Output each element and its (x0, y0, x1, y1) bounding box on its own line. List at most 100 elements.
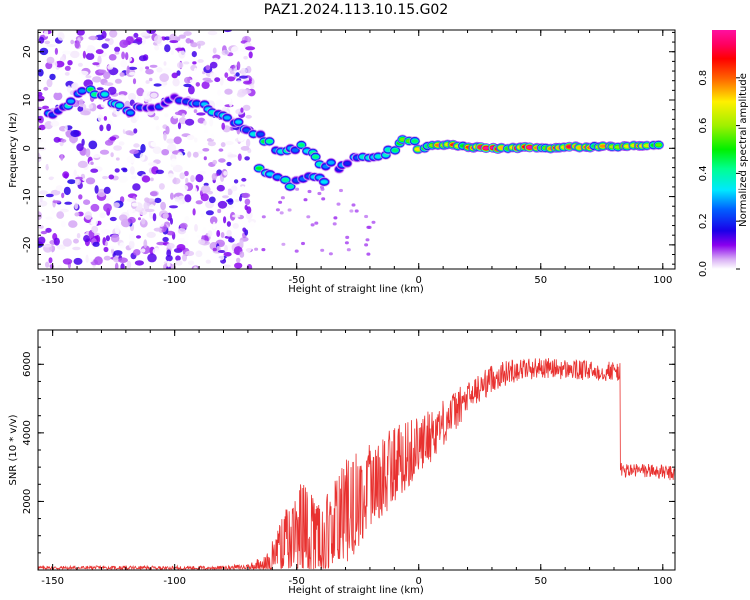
noise-blob (172, 78, 180, 87)
noise-blob (105, 197, 110, 202)
noise-blob (143, 239, 148, 249)
x-tick-label: 100 (653, 275, 672, 286)
noise-blob (178, 49, 186, 59)
noise-blob (185, 38, 192, 44)
noise-blob (91, 225, 99, 234)
noise-blob (240, 185, 245, 193)
noise-blob (70, 50, 80, 59)
noise-blob (243, 80, 252, 85)
noise-blob (57, 31, 65, 41)
noise-blob (280, 196, 285, 200)
noise-blob (178, 200, 183, 205)
noise-blob (154, 197, 162, 204)
noise-blob (239, 195, 242, 202)
noise-blob (183, 31, 192, 36)
noise-blob (254, 247, 259, 251)
colorbar-gradient (712, 30, 736, 269)
spectral-ridge-blob (526, 145, 533, 149)
x-tick-label: -150 (41, 576, 64, 587)
noise-blob (241, 177, 247, 182)
noise-blob (133, 128, 138, 134)
figure-title: PAZ1.2024.113.10.15.G02 (264, 2, 449, 18)
noise-blob (62, 171, 70, 179)
noise-blob (261, 215, 266, 219)
noise-blob (140, 248, 146, 253)
noise-blob (245, 46, 256, 51)
noise-blob (164, 36, 171, 41)
noise-blob (172, 177, 181, 185)
noise-blob (228, 237, 235, 243)
noise-blob (82, 50, 86, 59)
spectral-branch-blob (320, 180, 328, 184)
noise-blob (46, 44, 56, 48)
noise-blob (167, 143, 177, 152)
noise-blob (166, 230, 175, 236)
noise-blob (279, 211, 284, 215)
noise-blob (207, 230, 213, 237)
spectral-ridge-blob (266, 139, 273, 143)
noise-blob (203, 132, 209, 138)
noise-blob (74, 202, 79, 210)
noise-blob (248, 51, 253, 59)
noise-blob (163, 61, 167, 66)
noise-blob (130, 166, 135, 175)
spectral-ridge-blob (193, 101, 200, 106)
noise-blob (88, 35, 99, 41)
noise-blob (147, 162, 157, 167)
noise-blob (159, 73, 169, 82)
noise-blob (131, 202, 139, 207)
noise-blob (193, 67, 198, 76)
noise-blob (198, 239, 206, 245)
noise-blob (236, 61, 241, 71)
noise-blob (91, 154, 101, 158)
noise-blob (153, 83, 162, 87)
noise-blob (218, 148, 224, 152)
noise-blob (354, 209, 359, 213)
noise-blob (52, 200, 61, 204)
noise-blob (162, 236, 169, 243)
noise-blob (209, 216, 218, 225)
noise-blob (38, 147, 47, 151)
noise-blob (219, 77, 224, 86)
noise-blob (78, 194, 83, 200)
noise-blob (158, 221, 165, 227)
noise-blob (310, 223, 315, 227)
noise-blob (38, 138, 44, 143)
noise-blob (321, 197, 326, 201)
colorbar: 0.0 0.2 0.4 0.6 0.8 Normalized spectral ampl… (698, 30, 749, 277)
noise-blob (333, 216, 338, 220)
noise-blob (85, 254, 89, 263)
noise-blob (118, 175, 128, 183)
noise-blob (223, 252, 232, 257)
noise-blob (223, 170, 228, 176)
noise-blob (85, 132, 90, 137)
noise-blob (70, 129, 80, 138)
noise-blob (371, 220, 376, 224)
x-tick-label: -50 (289, 275, 305, 286)
noise-blob (187, 151, 192, 158)
noise-blob (167, 260, 171, 268)
noise-blob (202, 148, 210, 152)
noise-blob (53, 88, 62, 94)
noise-blob (240, 146, 250, 151)
spectral-branch-blob (255, 166, 263, 170)
noise-blob (97, 114, 103, 122)
noise-blob (105, 235, 110, 242)
noise-blob (239, 251, 245, 258)
noise-blob (192, 208, 196, 216)
noise-blob (174, 111, 183, 116)
noise-blob (38, 95, 45, 102)
noise-blob (196, 112, 206, 116)
noise-blob (230, 65, 236, 69)
noise-blob (132, 78, 137, 85)
spectral-ridge-blob (411, 139, 418, 143)
spectral-branch-blob (286, 185, 294, 189)
noise-blob (38, 262, 42, 268)
noise-blob (306, 215, 311, 219)
noise-blob (152, 146, 162, 154)
noise-blob (77, 62, 83, 67)
noise-blob (184, 170, 189, 177)
noise-blob (38, 91, 43, 97)
noise-blob (189, 79, 199, 84)
spectral-ridge-blob (312, 155, 319, 159)
